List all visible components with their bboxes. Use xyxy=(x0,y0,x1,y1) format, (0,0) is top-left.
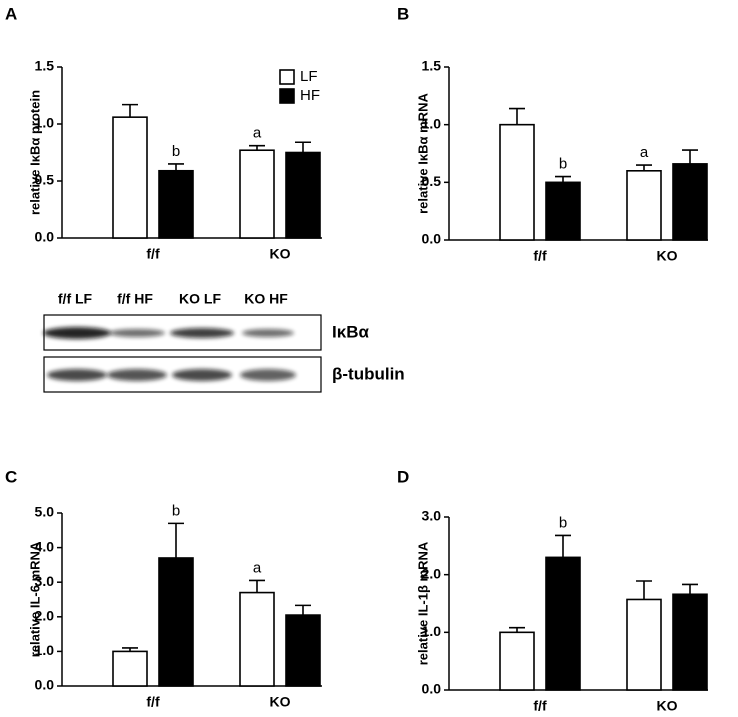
bar xyxy=(285,614,321,687)
error-bar xyxy=(168,163,184,171)
significance-label: a xyxy=(640,144,649,161)
y-axis-title: relative IL-1β mRNA xyxy=(415,541,430,665)
bar xyxy=(112,650,148,687)
bar xyxy=(672,593,708,691)
error-bar xyxy=(555,175,571,183)
legend-swatch xyxy=(279,88,295,104)
band xyxy=(242,329,294,337)
row-label: IκBα xyxy=(332,322,369,341)
x-tick-label: KO xyxy=(657,248,678,264)
bar xyxy=(545,181,581,241)
panel-letter: C xyxy=(5,467,17,486)
error-bar xyxy=(122,647,138,652)
x-tick-label: f/f xyxy=(146,246,160,262)
error-bar xyxy=(509,107,525,125)
significance-label: b xyxy=(172,143,180,160)
legend-label: HF xyxy=(300,87,320,104)
significance-label: b xyxy=(559,514,567,531)
error-bar xyxy=(509,626,525,633)
y-tick-label: 1.0 xyxy=(35,642,55,658)
y-tick-label: 0.0 xyxy=(422,231,442,247)
y-tick-label: 0.0 xyxy=(35,229,55,245)
significance-label: b xyxy=(172,502,180,519)
significance-label: a xyxy=(253,559,262,576)
bar xyxy=(499,123,535,241)
band xyxy=(109,329,165,337)
band xyxy=(240,369,296,381)
error-bar xyxy=(249,579,265,593)
y-tick-label: 0.5 xyxy=(35,172,55,188)
bar xyxy=(626,598,662,691)
panel-letter: A xyxy=(5,4,17,23)
y-tick-label: 0.0 xyxy=(422,681,442,697)
band xyxy=(170,328,234,338)
x-tick-label: KO xyxy=(270,246,291,262)
x-tick-label: f/f xyxy=(533,248,547,264)
x-tick-label: f/f xyxy=(146,694,160,710)
y-axis-title: relative IκBα protein xyxy=(27,90,42,215)
band xyxy=(47,369,107,381)
error-bar xyxy=(295,141,311,153)
x-tick-label: f/f xyxy=(533,698,547,714)
significance-label: b xyxy=(559,156,567,173)
y-tick-label: 0.0 xyxy=(35,677,55,693)
panel-letter: D xyxy=(397,467,409,486)
error-bar xyxy=(636,580,652,600)
y-tick-label: 3.0 xyxy=(422,508,442,524)
y-axis-title: relative IκBα mRNA xyxy=(415,93,430,214)
y-tick-label: 4.0 xyxy=(35,538,55,554)
bar xyxy=(285,151,321,239)
y-tick-label: 1.5 xyxy=(422,58,442,74)
y-tick-label: 5.0 xyxy=(35,504,55,520)
lane-label: KO LF xyxy=(179,291,221,307)
bar xyxy=(672,163,708,241)
bar xyxy=(499,631,535,691)
bar xyxy=(112,116,148,239)
bar xyxy=(158,557,194,687)
y-tick-label: 2.0 xyxy=(35,608,55,624)
error-bar xyxy=(295,604,311,616)
lane-label: f/f HF xyxy=(117,291,153,307)
y-axis-title: relative IL-6 mRNA xyxy=(27,541,42,657)
bar xyxy=(626,170,662,241)
lane-label: KO HF xyxy=(244,291,288,307)
legend-swatch xyxy=(279,69,295,85)
significance-label: a xyxy=(253,125,262,142)
error-bar xyxy=(122,103,138,118)
error-bar xyxy=(682,583,698,595)
y-tick-label: 1.0 xyxy=(422,115,442,131)
bar xyxy=(239,149,275,239)
panel-letter: B xyxy=(397,4,409,23)
bar xyxy=(158,169,194,239)
band xyxy=(107,369,167,381)
error-bar xyxy=(636,164,652,171)
bar xyxy=(545,556,581,691)
row-label: β-tubulin xyxy=(332,364,405,383)
bar xyxy=(239,591,275,687)
y-tick-label: 2.0 xyxy=(422,565,442,581)
y-tick-label: 1.0 xyxy=(35,115,55,131)
error-bar xyxy=(249,144,265,151)
band xyxy=(172,369,232,381)
legend-label: LF xyxy=(300,68,318,85)
y-tick-label: 1.0 xyxy=(422,623,442,639)
y-tick-label: 3.0 xyxy=(35,573,55,589)
y-tick-label: 1.5 xyxy=(35,58,55,74)
error-bar xyxy=(555,534,571,558)
error-bar xyxy=(168,522,184,558)
band xyxy=(43,327,111,339)
y-tick-label: 0.5 xyxy=(422,173,442,189)
error-bar xyxy=(682,149,698,164)
x-tick-label: KO xyxy=(657,698,678,714)
x-tick-label: KO xyxy=(270,694,291,710)
lane-label: f/f LF xyxy=(58,291,93,307)
